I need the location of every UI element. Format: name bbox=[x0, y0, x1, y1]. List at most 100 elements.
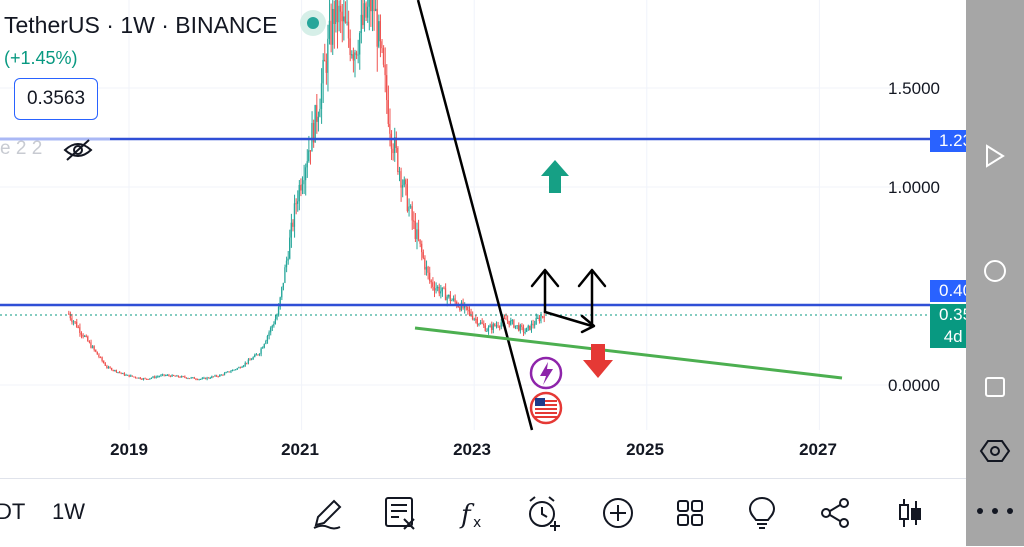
settings-hexagon-icon[interactable] bbox=[966, 436, 1024, 466]
candle-body bbox=[490, 325, 493, 330]
layout-grid-icon[interactable] bbox=[670, 493, 710, 533]
candle-body bbox=[521, 325, 523, 327]
candle-body bbox=[207, 377, 210, 379]
candle-body bbox=[168, 374, 170, 376]
symbol-button[interactable]: DT bbox=[0, 499, 26, 524]
candle-body bbox=[344, 16, 346, 23]
candle-body bbox=[122, 373, 124, 375]
candle-body bbox=[106, 365, 108, 368]
candle-body bbox=[271, 325, 273, 328]
lightning-event-icon[interactable] bbox=[529, 356, 563, 390]
candle-body bbox=[482, 323, 485, 326]
candle-body bbox=[506, 319, 509, 321]
candle-body bbox=[261, 347, 264, 349]
price-label-1-5: 1.5000 bbox=[888, 79, 940, 98]
candle-body bbox=[363, 3, 366, 26]
candle-body bbox=[133, 376, 135, 378]
candle-body bbox=[134, 376, 137, 378]
candle-body bbox=[413, 220, 415, 222]
plus-circle-icon[interactable] bbox=[598, 493, 638, 533]
candle-body bbox=[351, 54, 353, 56]
candle-body bbox=[389, 123, 391, 134]
candle-body bbox=[98, 354, 100, 357]
candle-body bbox=[416, 229, 418, 239]
candle-body bbox=[290, 222, 292, 238]
candle-body bbox=[430, 280, 432, 283]
candle-body bbox=[238, 367, 240, 369]
candle-body bbox=[301, 184, 304, 191]
candles-icon[interactable] bbox=[890, 493, 930, 533]
candle-body bbox=[257, 354, 259, 356]
price-label-1-0: 1.0000 bbox=[888, 178, 940, 197]
candle-body bbox=[254, 354, 256, 358]
candle-body bbox=[233, 369, 235, 371]
lightbulb-icon[interactable] bbox=[742, 493, 782, 533]
symbol-title[interactable]: TetherUS · 1W · BINANCE bbox=[4, 12, 278, 38]
candle-body bbox=[460, 302, 463, 311]
time-label-2027: 2027 bbox=[799, 440, 837, 459]
candle-body bbox=[153, 376, 156, 378]
interval-button[interactable]: 1W bbox=[52, 499, 85, 524]
pencil-icon[interactable] bbox=[308, 493, 348, 533]
market-open-icon bbox=[300, 10, 326, 36]
candle-body bbox=[244, 362, 246, 366]
candle-body bbox=[104, 363, 106, 366]
play-icon[interactable] bbox=[984, 144, 1006, 168]
candle-body bbox=[172, 374, 175, 376]
candle-body bbox=[327, 38, 329, 73]
candle-body bbox=[69, 313, 71, 319]
candle-body bbox=[241, 366, 243, 368]
time-label-2023: 2023 bbox=[453, 440, 491, 459]
candle-body bbox=[234, 369, 237, 371]
candle-body bbox=[349, 38, 351, 55]
circle-icon[interactable] bbox=[982, 258, 1008, 284]
candle-body bbox=[339, 5, 342, 12]
candle-body bbox=[436, 286, 439, 289]
candle-body bbox=[433, 286, 435, 291]
candle-body bbox=[386, 75, 388, 101]
candle-body bbox=[346, 21, 348, 23]
price-label-0-0: 0.0000 bbox=[888, 376, 940, 395]
candle-body bbox=[214, 375, 216, 377]
alert-clock-icon[interactable] bbox=[524, 493, 564, 533]
function-icon[interactable]: f x bbox=[452, 493, 492, 533]
candle-body bbox=[157, 376, 159, 378]
candle-body bbox=[476, 318, 478, 325]
candle-body bbox=[333, 8, 335, 24]
candle-body bbox=[328, 20, 331, 39]
candle-body bbox=[177, 375, 179, 377]
candle-body bbox=[236, 368, 238, 370]
candle-body bbox=[192, 377, 194, 379]
candle-body bbox=[158, 376, 160, 378]
candle-body bbox=[457, 306, 459, 308]
candle-body bbox=[263, 343, 265, 348]
trend-line-black bbox=[416, 0, 534, 431]
candle-body bbox=[258, 353, 261, 355]
candle-body bbox=[487, 327, 490, 331]
candle-body bbox=[319, 108, 321, 117]
candle-body bbox=[255, 354, 257, 356]
us-flag-event-icon[interactable] bbox=[529, 391, 563, 425]
candle-body bbox=[306, 161, 308, 168]
share-icon[interactable] bbox=[816, 493, 856, 533]
notes-icon[interactable] bbox=[380, 493, 420, 533]
chart-area[interactable]: TetherUS · 1W · BINANCE (+1.45%) 0.3563 … bbox=[0, 0, 1000, 478]
current-price-box[interactable]: 0.3563 bbox=[14, 78, 98, 120]
candle-body bbox=[292, 222, 294, 227]
candle-body bbox=[228, 371, 230, 373]
candle-body bbox=[529, 325, 531, 330]
candle-body bbox=[481, 322, 483, 324]
square-icon[interactable] bbox=[984, 376, 1006, 398]
price-chart[interactable] bbox=[0, 0, 966, 478]
candle-body bbox=[211, 376, 213, 378]
candle-body bbox=[223, 373, 226, 375]
eye-off-icon[interactable] bbox=[62, 137, 94, 163]
candle-body bbox=[357, 54, 359, 56]
candle-body bbox=[440, 291, 442, 294]
candle-body bbox=[322, 59, 324, 84]
more-icon[interactable] bbox=[966, 496, 1024, 526]
candle-body bbox=[325, 61, 327, 73]
candle-body bbox=[347, 21, 350, 39]
candle-body bbox=[497, 325, 499, 327]
candle-body bbox=[362, 14, 364, 26]
